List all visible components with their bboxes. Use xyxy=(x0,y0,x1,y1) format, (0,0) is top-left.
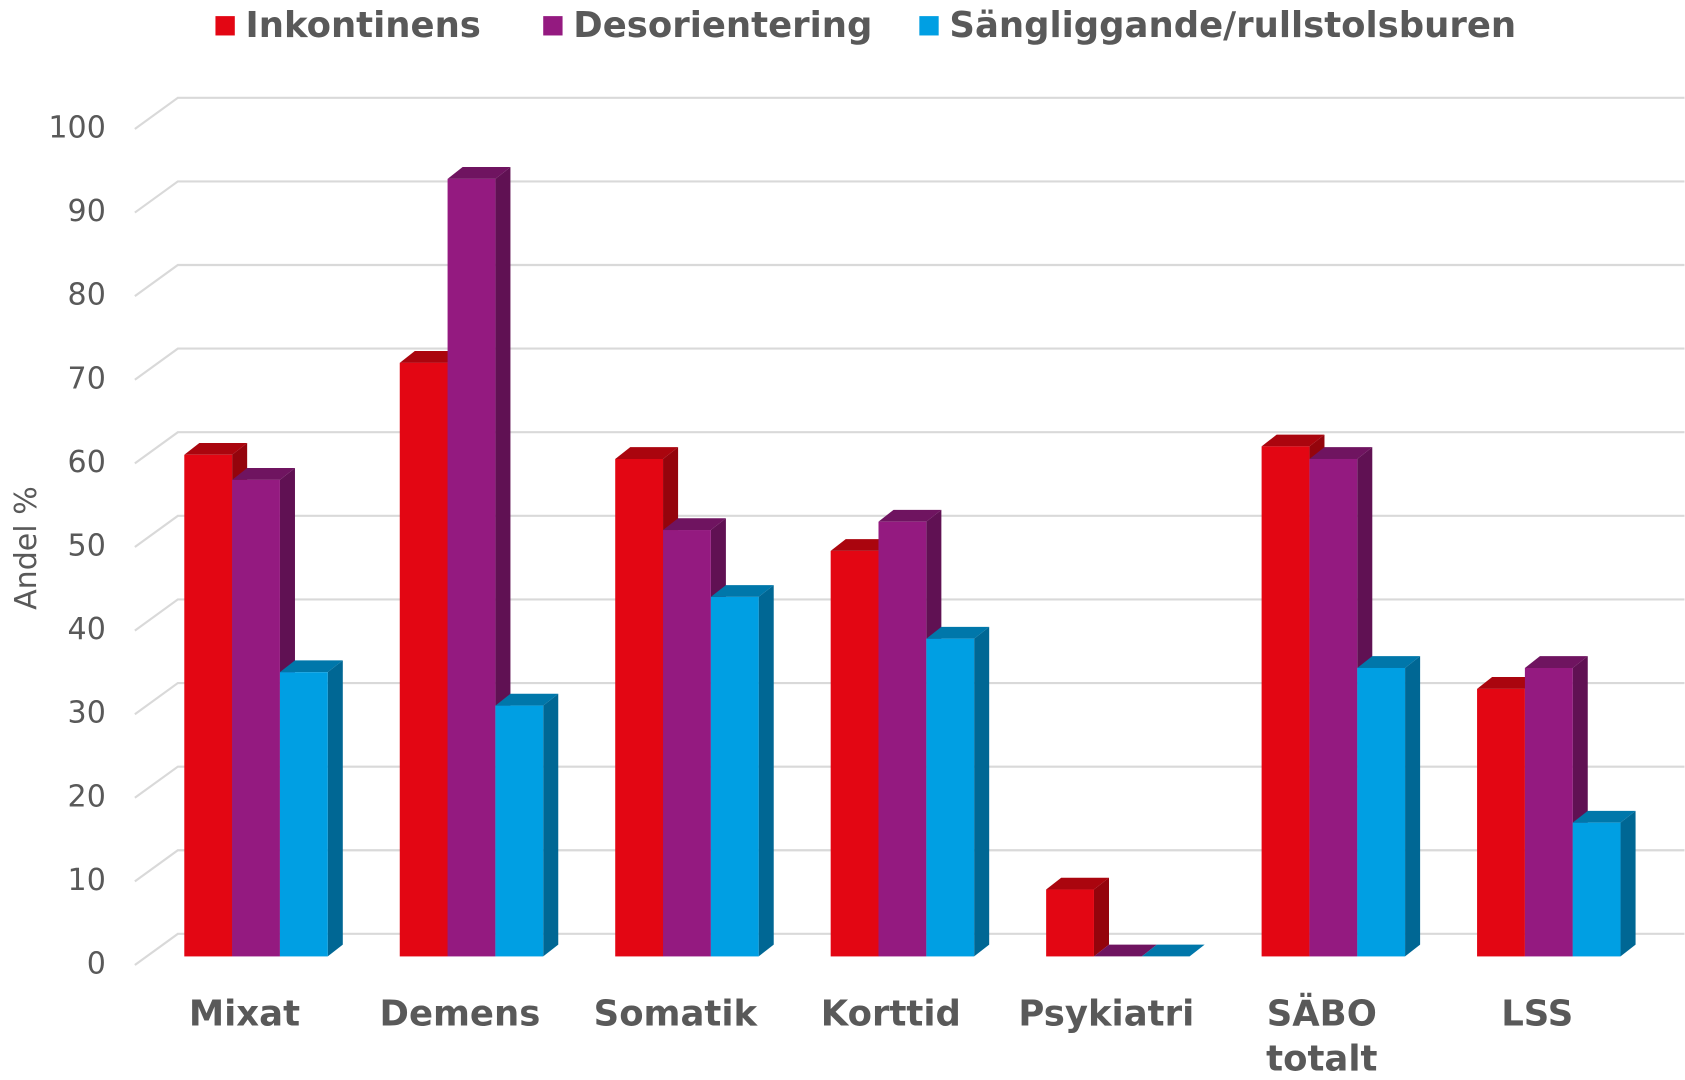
grid-line xyxy=(134,681,1685,716)
x-tick-label: Somatik xyxy=(594,994,759,1035)
grid-line xyxy=(134,180,1685,214)
bar-top xyxy=(926,626,990,639)
bar xyxy=(495,705,544,957)
y-tick-label: 10 xyxy=(68,863,106,898)
bar xyxy=(615,458,664,957)
legend-label: Desorientering xyxy=(573,5,872,46)
y-tick-label: 50 xyxy=(68,528,106,563)
bar-top xyxy=(399,350,463,363)
x-tick-label: LSS xyxy=(1501,994,1573,1035)
grid-line xyxy=(134,514,1685,548)
bar-top xyxy=(710,585,774,597)
y-tick-label: 30 xyxy=(68,696,106,731)
grid-line xyxy=(134,431,1685,465)
bar xyxy=(1357,667,1406,957)
bar-side xyxy=(1093,877,1110,957)
bar xyxy=(184,454,233,957)
legend-swatch xyxy=(919,16,939,36)
bar xyxy=(447,178,496,957)
grid-line xyxy=(134,598,1685,632)
y-tick-label: 70 xyxy=(68,361,106,396)
bar-side xyxy=(974,626,990,957)
bar-top xyxy=(615,447,679,459)
x-tick-label: Psykiatri xyxy=(1018,994,1194,1035)
bar-top xyxy=(1046,877,1110,890)
grid-line xyxy=(134,347,1685,381)
y-tick-label: 40 xyxy=(68,612,106,647)
x-tick-label-line: totalt xyxy=(1266,1039,1377,1080)
legend-label: Inkontinens xyxy=(246,5,481,46)
bar xyxy=(1261,446,1310,957)
legend-swatch xyxy=(215,16,235,36)
bar-top xyxy=(1357,656,1421,668)
y-tick-label: 0 xyxy=(87,947,106,982)
x-tick-label: SÄBO totalt xyxy=(1266,993,1377,1080)
bar xyxy=(926,638,975,957)
y-tick-label: 20 xyxy=(68,779,106,814)
bar xyxy=(399,362,448,957)
bar-side xyxy=(1620,810,1636,957)
bar xyxy=(830,550,879,957)
y-tick-label: 80 xyxy=(68,278,106,313)
bar-top xyxy=(663,518,726,531)
bar xyxy=(710,596,759,957)
bar-top xyxy=(1309,447,1373,459)
y-tick-label: 100 xyxy=(48,110,105,145)
bar xyxy=(1524,667,1573,957)
bar-top xyxy=(1141,944,1205,957)
bar xyxy=(663,530,711,957)
grid-line xyxy=(134,765,1685,799)
bar-top xyxy=(830,539,894,551)
bar-side xyxy=(1405,656,1421,957)
bar-side xyxy=(327,660,343,957)
legend-label: Sängliggande/rullstolsburen xyxy=(949,5,1516,46)
bar-top xyxy=(1477,677,1540,689)
bar xyxy=(232,479,280,957)
x-tick-label: Korttid xyxy=(821,994,961,1035)
x-tick-label: Mixat xyxy=(189,994,300,1035)
bar xyxy=(1477,688,1525,957)
y-axis-label: Andel % xyxy=(9,486,44,610)
bar xyxy=(1572,822,1621,957)
bar-top xyxy=(1524,656,1588,668)
bar-side xyxy=(543,693,559,957)
bar-side xyxy=(758,585,774,957)
bar-top xyxy=(279,660,343,673)
x-tick-label-line: SÄBO xyxy=(1267,993,1377,1035)
bar xyxy=(878,521,927,957)
grid-line xyxy=(134,263,1685,298)
x-tick-label: Demens xyxy=(380,994,541,1035)
bar-top xyxy=(1261,434,1325,447)
bar-top xyxy=(878,509,942,522)
bar-top xyxy=(1572,810,1636,823)
bar-top xyxy=(232,468,295,480)
grid-line xyxy=(134,849,1685,883)
bar-top xyxy=(447,167,511,179)
bar xyxy=(1309,458,1358,957)
grid-line xyxy=(134,932,1685,966)
y-tick-label: 90 xyxy=(68,194,106,229)
bar-top xyxy=(495,693,559,706)
bar xyxy=(1046,889,1094,957)
y-tick-label: 60 xyxy=(68,445,106,480)
legend-swatch xyxy=(543,16,563,36)
bar xyxy=(279,672,328,957)
grid-line xyxy=(134,96,1685,130)
bar-top xyxy=(1093,944,1157,957)
bar-top xyxy=(184,442,248,455)
